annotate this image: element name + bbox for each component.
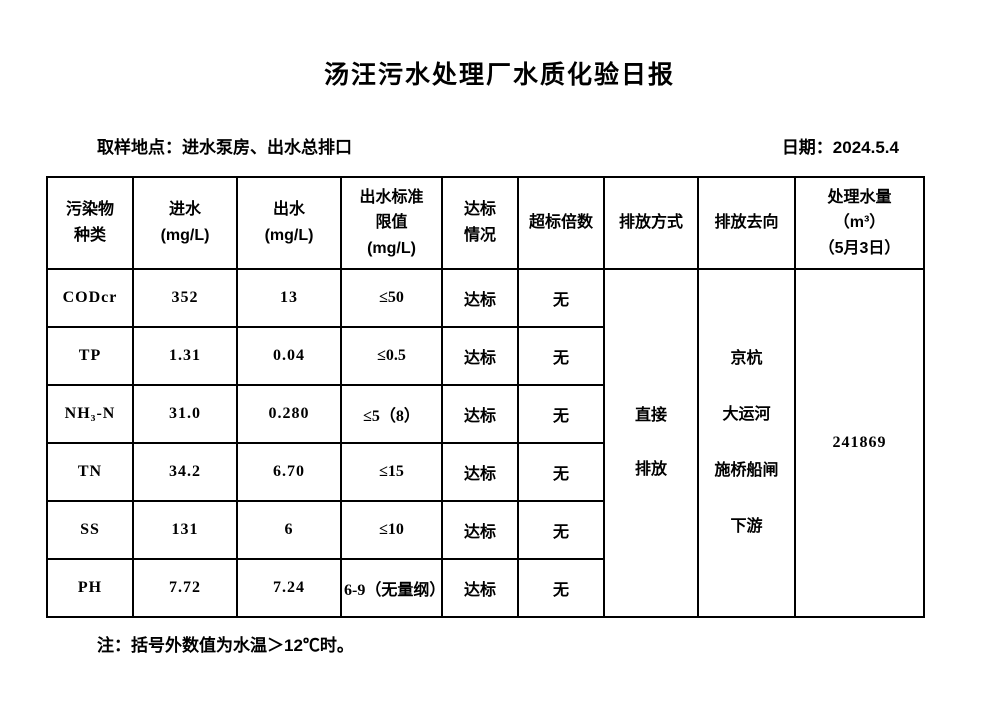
limit-value: ≤0.5 — [340, 326, 443, 386]
footnote: 注：括号外数值为水温＞12℃时。 — [97, 636, 354, 655]
table-row-tn: TN 34.2 6.70 ≤15 达标 无 — [46, 442, 924, 502]
table-row-ss: SS 131 6 ≤10 达标 无 — [46, 500, 924, 560]
table-header-row: 污染物 种类 进水 (mg/L) 出水 (mg/L) 出水标准 限值 (mg/L… — [46, 176, 925, 270]
influent-value: 1.31 — [132, 326, 238, 386]
limit-value: ≤5（8） — [340, 384, 443, 444]
exceed-value: 无 — [517, 442, 605, 502]
pollutant-name: SS — [46, 500, 134, 560]
header-discharge-dest: 排放去向 — [697, 176, 796, 270]
effluent-value: 6.70 — [236, 442, 342, 502]
discharge-destination-cell: 京杭 大运河 施桥船闸 下游 — [697, 268, 796, 618]
exceed-value: 无 — [517, 268, 605, 328]
table-row-ph: PH 7.72 7.24 6-9（无量纲） 达标 无 — [46, 558, 924, 618]
water-quality-table: 污染物 种类 进水 (mg/L) 出水 (mg/L) 出水标准 限值 (mg/L… — [46, 176, 925, 618]
treated-volume-cell: 241869 — [794, 268, 925, 618]
status-value: 达标 — [441, 442, 519, 502]
exceed-value: 无 — [517, 500, 605, 560]
status-value: 达标 — [441, 326, 519, 386]
exceed-value: 无 — [517, 558, 605, 618]
effluent-value: 0.280 — [236, 384, 342, 444]
table-row-nh3n: NH₃-N 31.0 0.280 ≤5（8） 达标 无 — [46, 384, 924, 444]
header-compliance-status: 达标 情况 — [441, 176, 519, 270]
pollutant-name: CODcr — [46, 268, 134, 328]
pollutant-name: TN — [46, 442, 134, 502]
pollutant-name: NH₃-N — [46, 384, 134, 444]
report-date-label: 日期：2024.5.4 — [781, 138, 899, 157]
header-effluent: 出水 (mg/L) — [236, 176, 342, 270]
influent-value: 131 — [132, 500, 238, 560]
header-treated-volume: 处理水量 （m³） （5月3日） — [794, 176, 925, 270]
effluent-value: 7.24 — [236, 558, 342, 618]
exceed-value: 无 — [517, 384, 605, 444]
status-value: 达标 — [441, 500, 519, 560]
status-value: 达标 — [441, 558, 519, 618]
limit-value: 6-9（无量纲） — [340, 558, 443, 618]
discharge-mode-cell: 直接 排放 — [603, 268, 699, 618]
status-value: 达标 — [441, 384, 519, 444]
limit-value: ≤50 — [340, 268, 443, 328]
header-pollutant-type: 污染物 种类 — [46, 176, 134, 270]
effluent-value: 0.04 — [236, 326, 342, 386]
effluent-value: 6 — [236, 500, 342, 560]
effluent-value: 13 — [236, 268, 342, 328]
sampling-location-label: 取样地点：进水泵房、出水总排口 — [97, 138, 352, 157]
table-row-tp: TP 1.31 0.04 ≤0.5 达标 无 — [46, 326, 924, 386]
table-row-codcr: CODcr 352 13 ≤50 达标 无 直接 排放 京杭 大运河 施桥船闸 … — [46, 268, 925, 618]
limit-value: ≤15 — [340, 442, 443, 502]
exceed-value: 无 — [517, 326, 605, 386]
pollutant-name: PH — [46, 558, 134, 618]
meta-row: 取样地点：进水泵房、出水总排口 日期：2024.5.4 — [97, 133, 899, 158]
header-influent: 进水 (mg/L) — [132, 176, 238, 270]
header-discharge-mode: 排放方式 — [603, 176, 699, 270]
header-exceedance-factor: 超标倍数 — [517, 176, 605, 270]
status-value: 达标 — [441, 268, 519, 328]
limit-value: ≤10 — [340, 500, 443, 560]
influent-value: 34.2 — [132, 442, 238, 502]
page-title: 汤汪污水处理厂水质化验日报 — [323, 61, 675, 89]
influent-value: 7.72 — [132, 558, 238, 618]
influent-value: 352 — [132, 268, 238, 328]
influent-value: 31.0 — [132, 384, 238, 444]
header-effluent-limit: 出水标准 限值 (mg/L) — [340, 176, 443, 270]
pollutant-name: TP — [46, 326, 134, 386]
